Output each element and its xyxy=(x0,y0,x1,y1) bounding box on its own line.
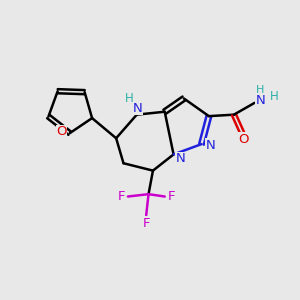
Text: H: H xyxy=(270,90,279,103)
Text: N: N xyxy=(256,94,266,107)
Text: N: N xyxy=(176,152,186,165)
Text: F: F xyxy=(118,190,125,203)
Text: H: H xyxy=(125,92,134,105)
Text: F: F xyxy=(142,217,150,230)
Text: H: H xyxy=(256,85,264,94)
Text: O: O xyxy=(238,133,249,146)
Text: N: N xyxy=(206,139,215,152)
Text: O: O xyxy=(56,125,67,138)
Text: F: F xyxy=(167,190,175,203)
Text: N: N xyxy=(133,102,142,115)
